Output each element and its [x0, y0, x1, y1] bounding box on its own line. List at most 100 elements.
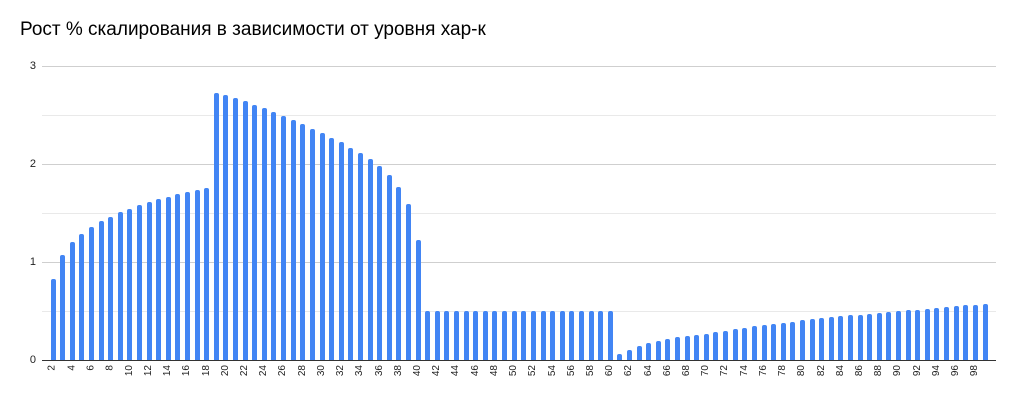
x-axis-tick-label: 54 [546, 365, 558, 377]
bar [742, 328, 748, 360]
y-gridline [42, 262, 996, 263]
bar [703, 334, 709, 360]
x-axis-line [42, 360, 996, 361]
x-axis-tick-label: 60 [604, 365, 616, 377]
bar [98, 221, 104, 360]
bar [847, 315, 853, 360]
x-axis-tick-label: 40 [412, 365, 424, 377]
bar [60, 255, 66, 360]
x-axis-tick-label: 48 [488, 365, 500, 377]
bar [233, 98, 239, 360]
bar [175, 194, 181, 360]
x-axis-tick-label: 6 [85, 365, 97, 371]
bar [521, 311, 527, 360]
bar [838, 316, 844, 360]
bar [963, 305, 969, 360]
bar [713, 332, 719, 360]
x-axis-tick-label: 86 [854, 365, 866, 377]
bar [271, 112, 277, 360]
x-axis-tick-label: 58 [585, 365, 597, 377]
bar [194, 190, 200, 360]
x-axis-tick-label: 32 [335, 365, 347, 377]
bar [261, 108, 267, 360]
x-axis-tick-label: 96 [950, 365, 962, 377]
bar [156, 199, 162, 360]
bar [281, 116, 287, 360]
x-axis-tick-label: 2 [47, 365, 58, 371]
bar [348, 148, 354, 360]
bar [905, 310, 911, 360]
y-gridline [42, 115, 996, 116]
bar [396, 187, 402, 360]
bar [828, 317, 834, 360]
y-axis-tick-label: 1 [29, 256, 36, 268]
bar [425, 311, 431, 360]
bar [204, 188, 210, 360]
bar [857, 315, 863, 360]
x-axis-tick-label: 44 [450, 365, 462, 377]
bar [646, 343, 652, 360]
bar [69, 242, 75, 360]
bar [665, 339, 671, 360]
bar [924, 309, 930, 360]
bar [569, 311, 575, 360]
bar [329, 138, 335, 360]
chart-title: Рост % скалирования в зависимости от уро… [20, 19, 486, 40]
bar [944, 307, 950, 360]
bar [463, 311, 469, 360]
bar [377, 166, 383, 360]
bar [886, 312, 892, 360]
bar [578, 311, 584, 360]
x-axis-tick-label: 22 [239, 365, 251, 377]
y-gridline [42, 311, 996, 312]
bar [482, 311, 488, 360]
bar [319, 133, 325, 360]
bar [982, 304, 988, 360]
x-axis-tick-label: 46 [469, 365, 481, 377]
x-axis-tick-label: 76 [758, 365, 770, 377]
x-axis-tick-label: 4 [66, 365, 78, 371]
x-axis-tick-label: 92 [911, 365, 923, 377]
bar [636, 346, 642, 360]
bar [953, 306, 959, 360]
bar [146, 202, 152, 360]
bar [338, 142, 344, 360]
bar [415, 240, 421, 360]
bar [550, 311, 556, 360]
bar [598, 311, 604, 360]
x-axis-tick-label: 16 [181, 365, 193, 377]
bar [117, 212, 123, 360]
bar [771, 324, 777, 360]
bar [972, 305, 978, 360]
bar [300, 124, 306, 360]
x-axis-tick-label: 70 [700, 365, 712, 377]
bar [367, 159, 373, 360]
bar [309, 129, 315, 360]
bar [242, 101, 248, 360]
x-axis-tick-label: 20 [219, 365, 231, 377]
bar [732, 329, 738, 360]
bar [213, 93, 219, 360]
bar [867, 314, 873, 360]
bar [444, 311, 450, 360]
x-axis-tick-label: 84 [834, 365, 846, 377]
x-axis-tick-label: 18 [200, 365, 212, 377]
x-axis-tick-label: 82 [815, 365, 827, 377]
bar [434, 311, 440, 360]
bar [896, 311, 902, 360]
x-axis-tick-label: 90 [892, 365, 904, 377]
bar [386, 175, 392, 360]
x-axis-tick-label: 12 [143, 365, 155, 377]
bar [723, 331, 729, 360]
x-axis-tick-label: 50 [508, 365, 520, 377]
x-axis-tick-label: 36 [373, 365, 385, 377]
x-axis-tick-label: 74 [738, 365, 750, 377]
bar [406, 204, 411, 360]
bar [588, 311, 594, 360]
bar [934, 308, 940, 360]
x-axis-tick-label: 66 [661, 365, 673, 377]
bar [108, 217, 114, 360]
bar [502, 311, 508, 360]
bar [626, 350, 632, 360]
